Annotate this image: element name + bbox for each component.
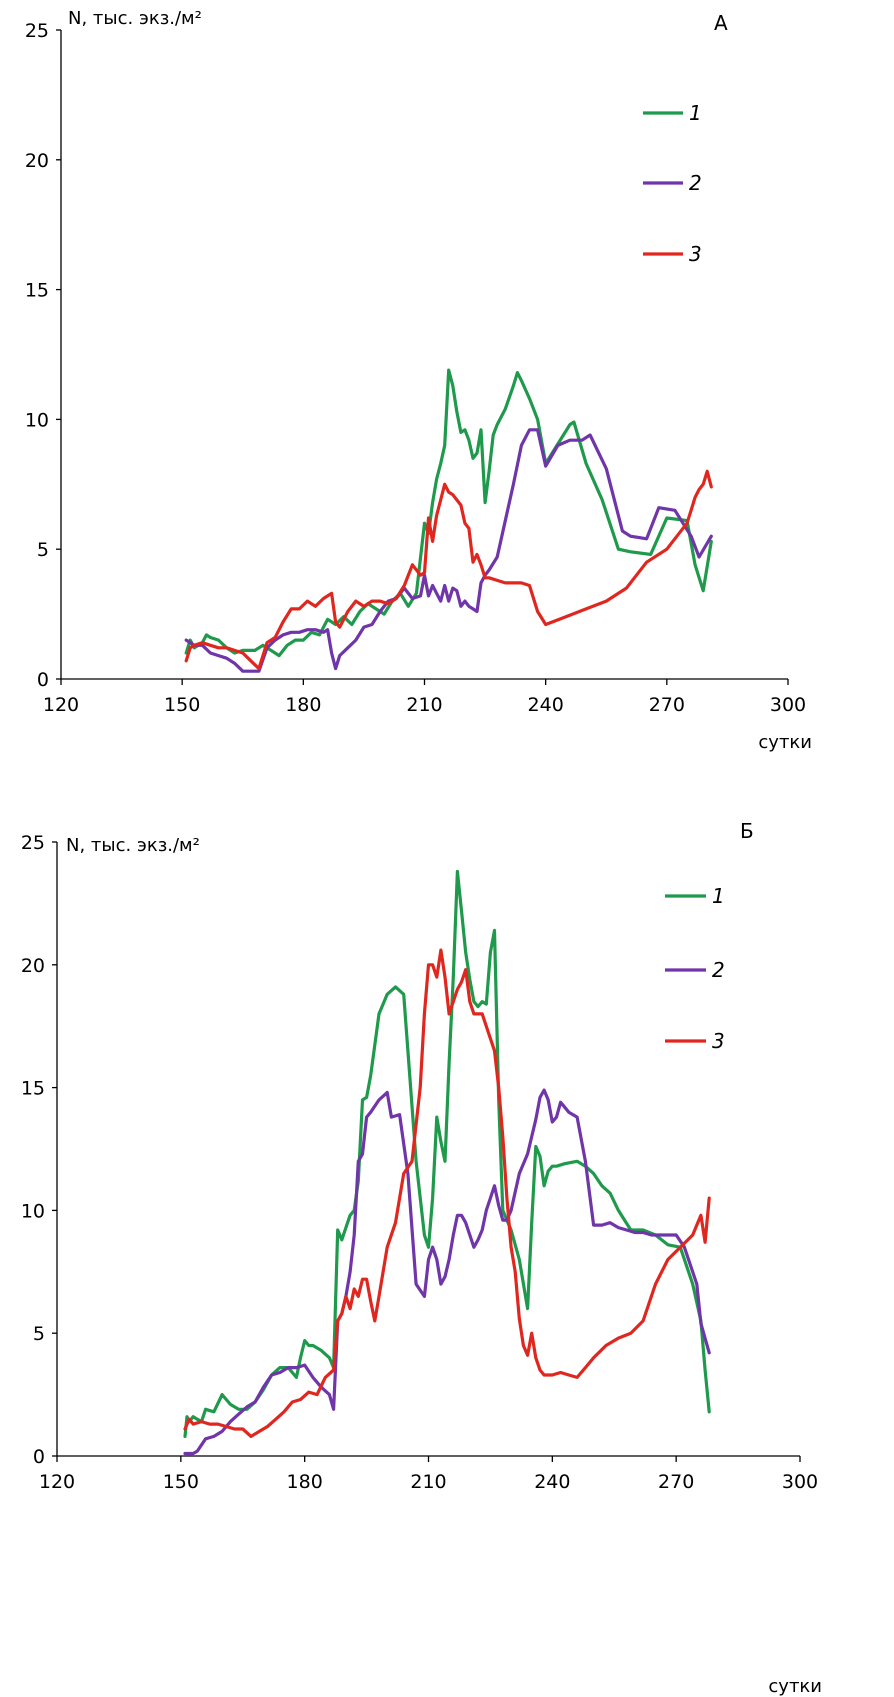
x-tick-label: 120 [43,694,79,716]
x-tick-label: 210 [406,694,442,716]
y-tick-label: 25 [25,20,49,42]
y-tick-label: 20 [25,150,49,172]
x-tick-label: 270 [658,1471,694,1493]
x-tick-label: 180 [285,694,321,716]
y-tick-label: 10 [25,409,49,431]
legend-label-1: 1 [712,884,725,908]
y-tick-label: 25 [21,832,45,854]
y-axis-label: N, тыс. экз./м² [66,835,200,856]
panel-a-series-1-line [184,368,713,658]
x-tick-label: 300 [770,694,806,716]
chart-panel-a: 0 5 10 15 20 25 120 150 180 210 240 270 300 N, тыс. э… [25,8,812,753]
panel-б-series-1-line [183,869,711,1439]
legend-label-3: 3 [712,1029,725,1053]
panel-б-series-2-line [183,1088,711,1456]
x-tick-label: 270 [649,694,685,716]
y-tick-label: 10 [21,1200,45,1222]
y-tick-label: 0 [37,669,49,691]
x-tick-label: 240 [528,694,564,716]
panel-letter: Б [740,819,754,843]
y-axis-label: N, тыс. экз./м² [68,8,202,29]
chart-panel-b: 0 5 10 15 20 25 120 150 180 210 240 270 300 N, тыс. э… [21,819,822,1697]
panel-letter: A [714,11,728,35]
legend-label-2: 2 [689,171,702,195]
x-axis-label: сутки [758,732,812,753]
legend-label-2: 2 [712,958,725,982]
x-tick-label: 150 [164,694,200,716]
legend-label-1: 1 [689,101,702,125]
x-tick-label: 120 [39,1471,75,1493]
x-tick-label: 300 [782,1471,818,1493]
legend-label-3: 3 [689,242,702,266]
panel-a-series-2-line [184,428,713,673]
y-tick-label: 20 [21,955,45,977]
x-axis-label: сутки [768,1676,822,1697]
x-tick-label: 240 [534,1471,570,1493]
y-tick-label: 5 [33,1323,45,1345]
panel-a-series-3-line [184,469,713,671]
y-tick-label: 15 [21,1078,45,1100]
panel-б-series-3-line [183,948,711,1439]
x-tick-label: 210 [410,1471,446,1493]
x-tick-label: 180 [287,1471,323,1493]
y-tick-label: 15 [25,280,49,302]
x-tick-label: 150 [163,1471,199,1493]
y-tick-label: 5 [37,539,49,561]
y-tick-label: 0 [33,1446,45,1468]
